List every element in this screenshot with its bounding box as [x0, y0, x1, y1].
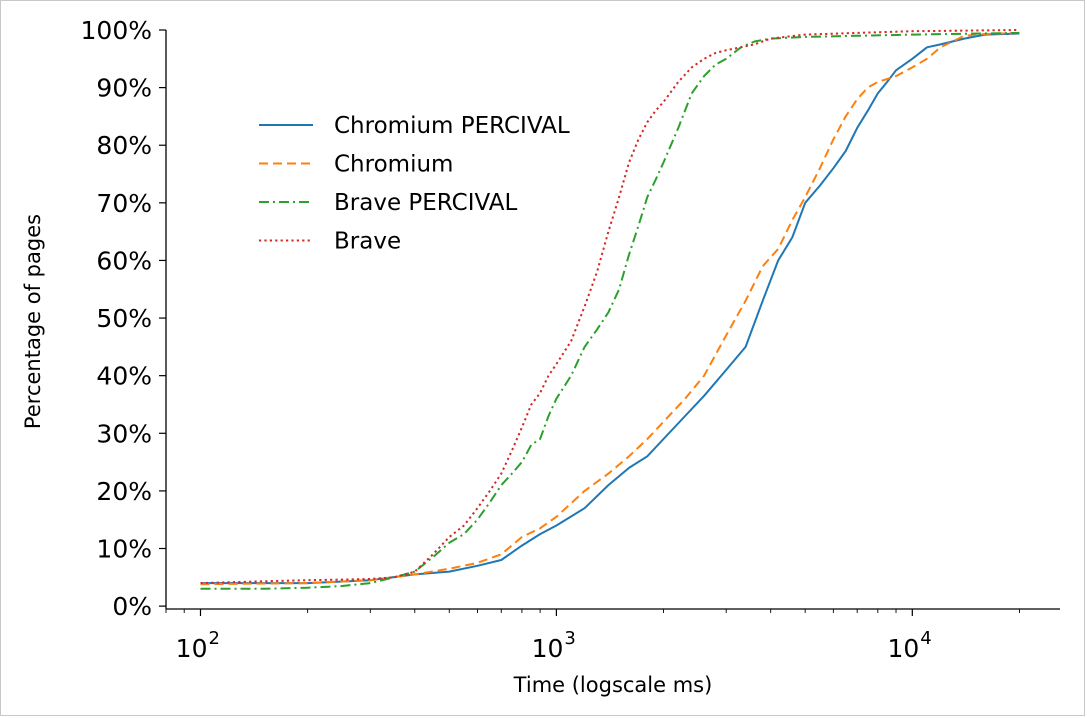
y-tick-label: 50% [96, 304, 152, 333]
y-tick-label: 80% [96, 131, 152, 160]
x-tick-exponent: 4 [920, 628, 931, 649]
y-tick-label: 70% [96, 189, 152, 218]
y-axis-ticks: 0% 10% 20% 30% 40% 50% 60% 70% 80% 90% 100% [81, 16, 166, 621]
y-tick-label: 60% [96, 246, 152, 275]
x-tick-exponent: 2 [208, 628, 219, 649]
series-line-brave-percival [200, 31, 1020, 590]
legend-label: Brave [334, 229, 401, 255]
x-tick-base: 10 [532, 634, 564, 663]
series-layer [200, 29, 1020, 590]
x-axis-label: Time (logscale ms) [513, 673, 713, 697]
x-tick-label: 10 3 [532, 628, 576, 663]
legend-label: Brave PERCIVAL [334, 190, 517, 216]
x-tick-exponent: 3 [564, 628, 575, 649]
y-tick-label: 90% [96, 74, 152, 103]
y-axis-label: Percentage of pages [21, 214, 45, 429]
x-tick-label: 10 4 [887, 628, 931, 663]
x-axis-minor-ticks [165, 609, 1020, 613]
y-tick-label: 100% [81, 16, 152, 45]
series-line-chromium-percival [200, 32, 1020, 585]
x-tick-base: 10 [176, 634, 208, 663]
y-tick-label: 40% [96, 362, 152, 391]
legend-label: Chromium [334, 152, 453, 178]
x-tick-base: 10 [887, 634, 919, 663]
series-line-brave [200, 29, 1020, 585]
axes-layer [165, 30, 1060, 610]
y-tick-label: 10% [96, 535, 152, 564]
series-line-chromium [200, 31, 1020, 586]
y-tick-label: 20% [96, 477, 152, 506]
y-tick-label: 0% [112, 592, 152, 621]
y-tick-label: 30% [96, 419, 152, 448]
x-tick-label: 10 2 [176, 628, 220, 663]
legend: Chromium PERCIVAL Chromium Brave PERCIVAL B… [259, 113, 570, 255]
legend-label: Chromium PERCIVAL [334, 113, 570, 139]
x-axis-ticks: 10 2 10 3 10 4 [176, 609, 932, 663]
